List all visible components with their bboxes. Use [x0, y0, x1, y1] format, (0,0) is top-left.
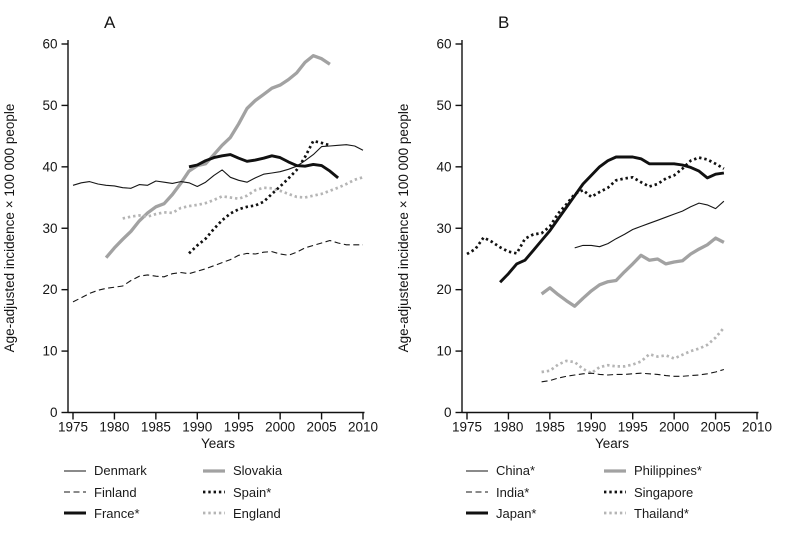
- y-tick-label: 60: [42, 37, 57, 52]
- panel-a: Age-adjusted incidence × 100 000 people …: [2, 13, 378, 524]
- legend-item-slovakia: Slovakia: [202, 460, 282, 481]
- axes: [61, 40, 365, 420]
- denmark-line-swatch: [64, 470, 86, 472]
- legend-item-denmark: Denmark: [63, 460, 147, 481]
- x-tick-label: 1980: [493, 420, 523, 435]
- series-line-india: [541, 368, 725, 383]
- legend-label: France*: [94, 505, 140, 521]
- spain-line-swatch: [203, 490, 225, 494]
- france-line-swatch: [64, 512, 86, 515]
- thailand-line-swatch: [604, 512, 626, 515]
- series-line-france: [188, 153, 340, 180]
- panel-letter: A: [104, 13, 116, 32]
- x-axis-label: Years: [595, 436, 629, 451]
- japan-line-swatch: [466, 512, 488, 515]
- x-tick-label: 1990: [576, 420, 606, 435]
- series-line-singapore: [466, 156, 725, 256]
- plot-area: 0 10 20 30 40 50 60 1975 1980 1985 1990 1995 2000 200…: [436, 37, 772, 435]
- series-line-england: [122, 176, 364, 220]
- china-line-swatch: [466, 470, 488, 472]
- y-tick-label: 0: [444, 405, 452, 420]
- panel-letter: B: [498, 13, 509, 32]
- series-line-philippines: [540, 236, 725, 308]
- y-tick-label: 20: [436, 282, 451, 297]
- x-tick-label: 2005: [701, 420, 731, 435]
- legend-column: Denmark Finland France*: [63, 460, 147, 524]
- legend-item-thailand: Thailand*: [603, 503, 702, 524]
- x-tick-label: 1995: [224, 420, 254, 435]
- legend-column: China* India* Japan*: [465, 460, 536, 524]
- legend-label: Thailand*: [634, 505, 689, 521]
- legend-label: Singapore: [634, 484, 694, 500]
- legend-label: Finland: [94, 484, 137, 500]
- y-tick-label: 30: [436, 221, 451, 236]
- legend-item-china: China*: [465, 460, 536, 481]
- y-tick-label: 0: [50, 405, 58, 420]
- plot-area: 0 10 20 30 40 50 60 1975 1980 1985 1990 1995 2000 200…: [42, 37, 378, 435]
- finland-line-swatch: [64, 491, 86, 493]
- y-axis-label: Age-adjusted incidence × 100 000 people: [396, 104, 411, 353]
- legend-label: China*: [496, 463, 536, 479]
- x-tick-label: 1990: [182, 420, 212, 435]
- panel-b-plot: Age-adjusted incidence × 100 000 people …: [396, 13, 772, 451]
- y-tick-label: 20: [42, 282, 57, 297]
- tick-labels: 0 10 20 30 40 50 60 1975 1980 1985 1990 1995 2000 200…: [42, 37, 378, 435]
- series-line-thailand: [541, 326, 725, 375]
- legend-item-england: England: [202, 503, 282, 524]
- x-tick-label: 1985: [535, 420, 565, 435]
- axes: [455, 40, 759, 420]
- x-tick-label: 2010: [742, 420, 772, 435]
- tick-labels: 0 10 20 30 40 50 60 1975 1980 1985 1990 1995 2000 200…: [436, 37, 772, 435]
- england-line-swatch: [203, 512, 225, 515]
- x-tick-label: 2000: [265, 420, 295, 435]
- legend-column: Slovakia Spain* England: [202, 460, 282, 524]
- india-line-swatch: [466, 491, 488, 493]
- legend-column: Philippines* Singapore Thailand*: [603, 460, 702, 524]
- x-tick-label: 1995: [618, 420, 648, 435]
- legend-item-france: France*: [63, 503, 147, 524]
- y-tick-label: 40: [436, 159, 451, 174]
- x-axis-label: Years: [201, 436, 235, 451]
- x-tick-label: 2000: [659, 420, 689, 435]
- y-tick-label: 50: [42, 98, 57, 113]
- slovakia-line-swatch: [203, 469, 225, 473]
- legend-label: Slovakia: [233, 463, 283, 479]
- series-line-denmark: [72, 144, 364, 189]
- legend-label: Japan*: [496, 505, 537, 521]
- philippines-line-swatch: [604, 469, 626, 473]
- legend-item-philippines: Philippines*: [603, 460, 702, 481]
- x-tick-label: 2005: [307, 420, 337, 435]
- legend-item-spain: Spain*: [202, 481, 282, 502]
- y-tick-label: 60: [436, 37, 451, 52]
- y-tick-label: 40: [42, 159, 57, 174]
- legend-label: Spain*: [233, 484, 272, 500]
- y-tick-label: 10: [42, 344, 57, 359]
- y-tick-label: 30: [42, 221, 57, 236]
- series-line-finland: [72, 239, 363, 303]
- legend-item-singapore: Singapore: [603, 481, 702, 502]
- x-tick-label: 1980: [99, 420, 129, 435]
- legend-label: England: [233, 505, 281, 521]
- x-tick-label: 2010: [348, 420, 378, 435]
- singapore-line-swatch: [604, 490, 626, 494]
- y-axis-label: Age-adjusted incidence × 100 000 people: [2, 104, 17, 353]
- series-line-china: [574, 200, 725, 249]
- legend-item-india: India*: [465, 481, 536, 502]
- x-tick-label: 1975: [58, 420, 88, 435]
- y-tick-label: 10: [436, 344, 451, 359]
- x-tick-label: 1975: [452, 420, 482, 435]
- x-tick-label: 1985: [141, 420, 171, 435]
- series-line-spain: [188, 139, 331, 255]
- legend-item-japan: Japan*: [465, 503, 536, 524]
- y-tick-label: 50: [436, 98, 451, 113]
- panel-a-plot: Age-adjusted incidence × 100 000 people …: [2, 13, 378, 451]
- series-line-japan: [499, 155, 725, 284]
- panel-b: Age-adjusted incidence × 100 000 people …: [394, 0, 788, 533]
- legend-label: India*: [496, 484, 530, 500]
- legend-label: Philippines*: [634, 463, 702, 479]
- legend-item-finland: Finland: [63, 481, 147, 502]
- legend-label: Denmark: [94, 463, 147, 479]
